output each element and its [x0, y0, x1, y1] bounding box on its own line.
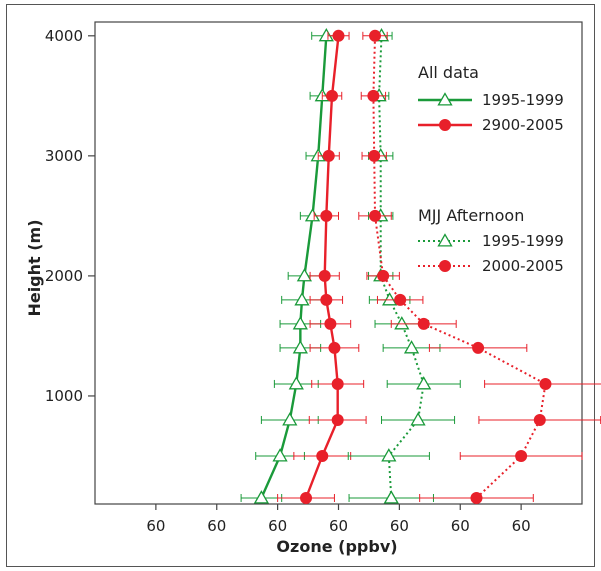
data-point: [294, 292, 310, 306]
data-point: [394, 293, 407, 306]
legend-all-data: All data 1995-1999 2900-2005: [418, 63, 564, 134]
data-point: [304, 208, 321, 222]
data-point: [533, 413, 546, 426]
data-point: [417, 317, 430, 330]
y-tick-label: 4000: [45, 27, 83, 45]
data-point: [394, 316, 410, 330]
data-point: [318, 27, 334, 42]
data-point: [539, 377, 552, 390]
legend-title-mjj-afternoon: MJJ Afternoon: [418, 206, 524, 225]
data-point: [382, 292, 398, 306]
series-1: [277, 29, 367, 504]
data-point: [332, 29, 345, 42]
data-point: [292, 316, 308, 330]
legend-swatch-2: [418, 233, 472, 247]
legend-mjj-afternoon: MJJ Afternoon 1995-1999 2000-2005: [418, 206, 564, 275]
data-point: [318, 269, 331, 282]
series-line: [378, 35, 425, 499]
data-point: [331, 413, 344, 426]
series-line: [260, 35, 328, 499]
data-point: [369, 29, 382, 42]
data-point: [368, 149, 381, 162]
legend-swatch-1: [418, 119, 472, 131]
x-tick-label: 60: [390, 517, 409, 535]
legend-label-all-2900-2005: 2900-2005: [482, 116, 564, 134]
data-point: [322, 149, 335, 162]
data-point: [416, 376, 432, 390]
data-layer: [240, 27, 601, 504]
data-point: [326, 89, 339, 102]
data-point: [472, 341, 485, 354]
x-tick-label: 60: [329, 517, 348, 535]
legend-marker: [437, 92, 453, 106]
y-axis-label: Height (m): [25, 219, 44, 316]
legend-label-mjj-1995-1999: 1995-1999: [482, 232, 564, 250]
y-tick-label: 3000: [45, 147, 83, 165]
data-point: [292, 340, 308, 354]
data-point: [515, 449, 528, 462]
legend-marker: [437, 233, 453, 247]
series-line: [372, 35, 547, 499]
x-tick-label: 60: [512, 517, 531, 535]
data-point: [381, 448, 397, 462]
data-point: [320, 293, 333, 306]
data-point: [324, 317, 337, 330]
y-tick-label: 1000: [45, 387, 83, 405]
data-point: [410, 412, 426, 426]
legend-label-mjj-2000-2005: 2000-2005: [482, 257, 564, 275]
series-line: [304, 35, 340, 499]
x-tick-label: 60: [268, 517, 287, 535]
x-axis-label: Ozone (ppbv): [276, 537, 397, 556]
series-0: [240, 27, 342, 504]
data-point: [253, 490, 270, 504]
legend-swatch-3: [418, 260, 472, 272]
data-point: [383, 490, 399, 504]
data-point: [403, 340, 420, 354]
chart-frame: [6, 4, 595, 567]
data-point: [282, 412, 298, 426]
data-point: [331, 377, 344, 390]
data-point: [367, 89, 380, 102]
data-point: [272, 448, 288, 462]
data-point: [320, 209, 333, 222]
data-point: [296, 268, 313, 282]
series-3: [358, 29, 601, 504]
data-point: [316, 449, 329, 462]
data-point: [328, 341, 341, 354]
x-tick-label: 60: [146, 517, 165, 535]
axes-layer: 1000 2000 3000 4000 60 60 60 60 60 60 60: [45, 27, 531, 535]
data-point: [470, 491, 483, 504]
x-tick-label: 60: [451, 517, 470, 535]
legend-label-all-1995-1999: 1995-1999: [482, 91, 564, 109]
data-point: [369, 209, 382, 222]
legend-marker: [439, 260, 451, 272]
legend-marker: [439, 119, 451, 131]
legend-title-all-data: All data: [418, 63, 479, 82]
y-tick-label: 2000: [45, 267, 83, 285]
data-point: [300, 491, 313, 504]
legend-swatch-0: [418, 92, 472, 106]
data-point: [377, 269, 390, 282]
data-point: [288, 376, 304, 390]
x-tick-label: 60: [207, 517, 226, 535]
